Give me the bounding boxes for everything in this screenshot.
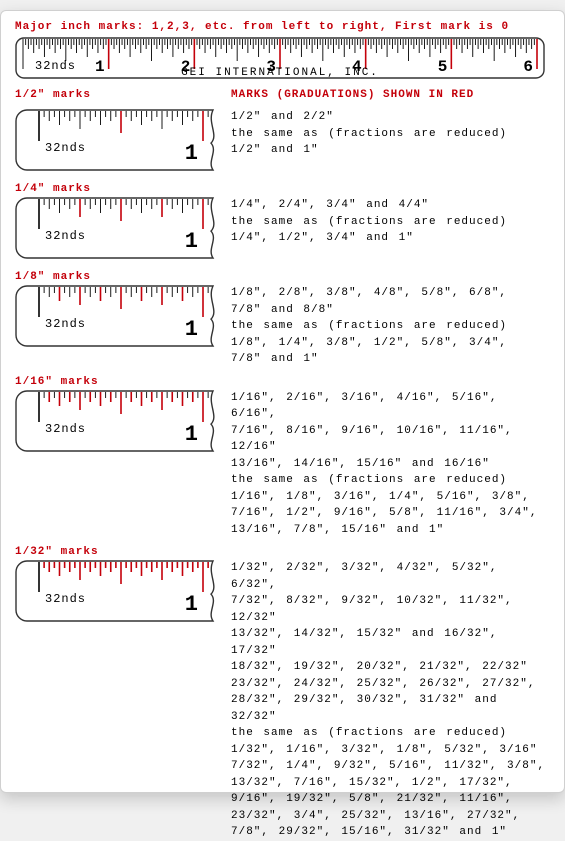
- page: Major inch marks: 1,2,3, etc. from left …: [0, 10, 565, 793]
- svg-text:5: 5: [438, 58, 449, 76]
- mini-ruler-host: 1 32nds: [15, 197, 219, 263]
- svg-text:32nds: 32nds: [45, 317, 86, 331]
- mini-ruler: 1 32nds: [15, 285, 219, 347]
- section-desc: 1/16", 2/16", 3/16", 4/16", 5/16", 6/16"…: [231, 390, 550, 539]
- section-title: 1/8" marks: [15, 271, 550, 283]
- main-ruler-svg: 12345632ndsGEI INTERNATIONAL, INC.: [15, 37, 545, 79]
- svg-text:6: 6: [523, 58, 534, 76]
- svg-text:32nds: 32nds: [45, 229, 86, 243]
- svg-text:32nds: 32nds: [45, 141, 86, 155]
- section-desc: 1/2" and 2/2" the same as (fractions are…: [231, 109, 550, 159]
- header-text: Major inch marks: 1,2,3, etc. from left …: [15, 21, 550, 33]
- mini-ruler: 1 32nds: [15, 390, 219, 452]
- mini-ruler-host: 1 32nds: [15, 390, 219, 456]
- section: 1/4" marks 1 32nds 1/4", 2/4", 3/4" and 4/4…: [15, 183, 550, 263]
- svg-text:1: 1: [185, 229, 199, 254]
- section-title: 1/16" marks: [15, 376, 550, 388]
- section-desc: 1/32", 2/32", 3/32", 4/32", 5/32", 6/32"…: [231, 560, 550, 841]
- mini-ruler: 1 32nds: [15, 197, 219, 259]
- section: 1/8" marks 1 32nds 1/8", 2/8", 3/8", 4/8", …: [15, 271, 550, 368]
- mini-ruler-host: 1 32nds: [15, 109, 219, 175]
- subheader: MARKS (GRADUATIONS) SHOWN IN RED: [231, 89, 474, 101]
- main-ruler: 12345632ndsGEI INTERNATIONAL, INC.: [15, 37, 550, 83]
- svg-text:1: 1: [185, 141, 199, 166]
- section: 1/16" marks 1 32nds 1/16", 2/16", 3/16", 4/…: [15, 376, 550, 539]
- svg-text:1: 1: [185, 422, 199, 447]
- svg-text:GEI INTERNATIONAL, INC.: GEI INTERNATIONAL, INC.: [181, 67, 379, 79]
- sections: 1 32nds 1/2" and 2/2" the same as (fractio…: [15, 109, 550, 841]
- svg-text:1: 1: [185, 317, 199, 342]
- section: 1 32nds 1/2" and 2/2" the same as (fractio…: [15, 109, 550, 175]
- section-title-first: 1/2" marks: [15, 89, 219, 101]
- section-title: 1/32" marks: [15, 546, 550, 558]
- mini-ruler-host: 1 32nds: [15, 560, 219, 626]
- svg-text:32nds: 32nds: [45, 422, 86, 436]
- svg-text:32nds: 32nds: [35, 59, 76, 73]
- section: 1/32" marks 1 32nds 1/32", 2/32", 3/32", 4/…: [15, 546, 550, 841]
- mini-ruler-host: 1 32nds: [15, 285, 219, 351]
- svg-text:1: 1: [185, 592, 199, 617]
- svg-text:32nds: 32nds: [45, 592, 86, 606]
- section-desc: 1/4", 2/4", 3/4" and 4/4" the same as (f…: [231, 197, 550, 247]
- section-desc: 1/8", 2/8", 3/8", 4/8", 5/8", 6/8", 7/8"…: [231, 285, 550, 368]
- section-title: 1/4" marks: [15, 183, 550, 195]
- svg-text:1: 1: [95, 58, 106, 76]
- mini-ruler: 1 32nds: [15, 109, 219, 171]
- mini-ruler: 1 32nds: [15, 560, 219, 622]
